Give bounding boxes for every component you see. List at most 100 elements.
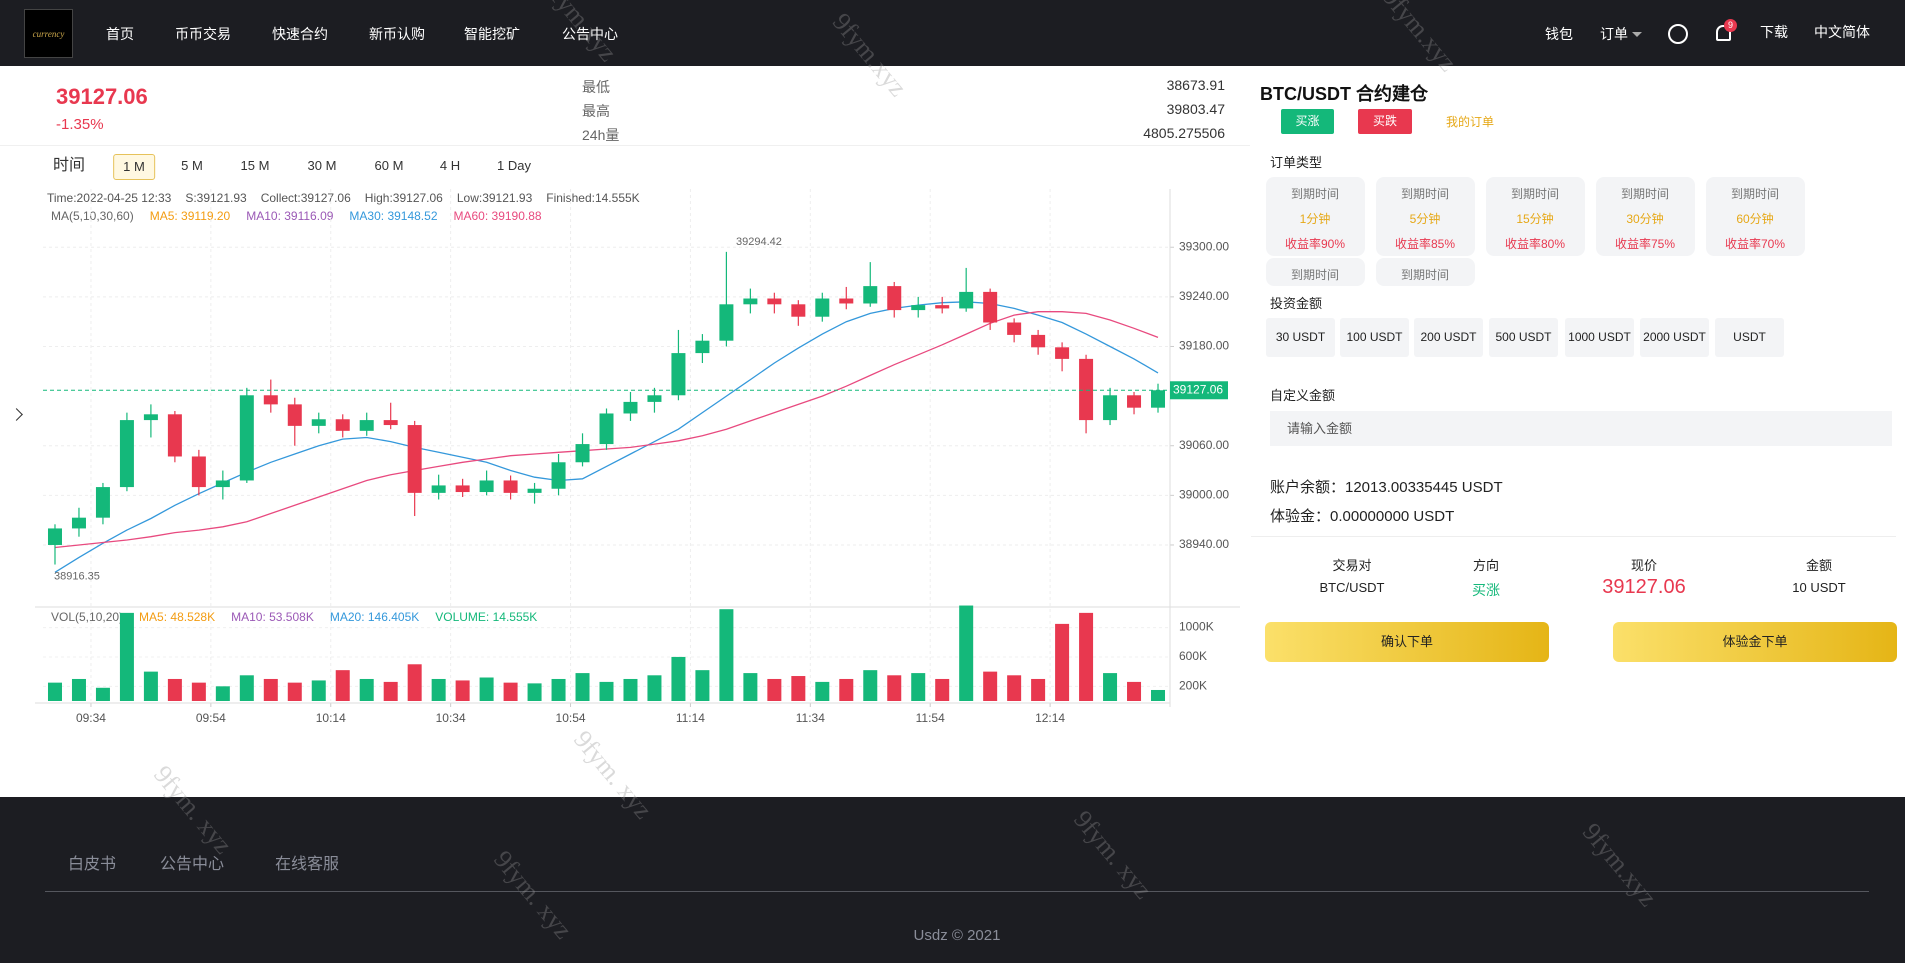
candle-body: [167, 414, 182, 457]
candle-body: [239, 395, 254, 481]
amount-button[interactable]: 30 USDT: [1266, 318, 1335, 357]
volume-bar: [47, 682, 62, 701]
amount-input[interactable]: 请输入金额: [1270, 411, 1892, 446]
last-price-label: 39127.06: [1173, 382, 1223, 396]
candle-body: [1079, 358, 1094, 421]
candle-body: [47, 528, 62, 545]
order-type-card[interactable]: [1706, 177, 1805, 256]
info-text: Finished:14.555K: [546, 191, 639, 205]
notification-badge: 9: [1724, 19, 1737, 32]
nav-item[interactable]: 公告中心: [562, 26, 618, 42]
order-type-card[interactable]: [1266, 258, 1365, 286]
order-type-card[interactable]: [1376, 258, 1475, 286]
volume-bar: [455, 680, 470, 701]
order-type-card[interactable]: [1596, 177, 1695, 256]
volume-legend: MA10: 53.508K: [231, 610, 314, 624]
section-label: 投资金额: [1270, 293, 1329, 312]
volume-bar: [1127, 681, 1142, 701]
info-text: High:39127.06: [365, 191, 443, 205]
ma-line: [54, 301, 1159, 573]
info-text: Low:39121.93: [457, 191, 533, 205]
volume-bar: [239, 675, 254, 701]
volume-legend: VOL(5,10,20): [51, 610, 123, 624]
stat-value: 39803.47: [1166, 101, 1225, 117]
volume-bar: [1031, 678, 1046, 701]
candle-body: [527, 488, 542, 493]
card-duration: 60分钟: [1736, 212, 1774, 226]
ma-legend: MA10: 39116.09: [246, 209, 334, 223]
amount-button[interactable]: 2000 USDT: [1640, 318, 1709, 357]
card-rate: 收益率85%: [1394, 237, 1456, 251]
volume-bar: [647, 675, 662, 701]
user-icon[interactable]: [1668, 24, 1688, 44]
candle-body: [599, 413, 614, 445]
y-tick-label: 39000.00: [1179, 488, 1229, 502]
nav-wallet[interactable]: 钱包: [1545, 26, 1573, 42]
amount-button[interactable]: 200 USDT: [1414, 318, 1483, 357]
volume-bar: [599, 681, 614, 701]
section-label: 订单类型: [1270, 155, 1323, 170]
footer-link[interactable]: 白皮书: [68, 856, 117, 873]
x-tick-label: 10:54: [556, 711, 586, 725]
volume-bar: [383, 681, 398, 701]
my-orders-link[interactable]: 我的订单: [1446, 115, 1495, 129]
interval-tab[interactable]: 1 M: [113, 154, 155, 180]
nav-item[interactable]: 币币交易: [175, 26, 231, 42]
nav-orders[interactable]: 订单: [1600, 26, 1628, 42]
candle-body: [479, 480, 494, 493]
footer-link[interactable]: 公告中心: [160, 856, 225, 873]
volume-bar: [167, 678, 182, 701]
volume-bar: [983, 671, 998, 701]
amount-button[interactable]: 100 USDT: [1340, 318, 1409, 357]
trade-title: BTC/USDT 合约建仓: [1260, 84, 1428, 104]
buy-down-button[interactable]: 买跌: [1358, 109, 1412, 134]
amount-button[interactable]: USDT: [1715, 318, 1784, 357]
amount-button[interactable]: 1000 USDT: [1565, 318, 1634, 357]
candle-body: [1127, 395, 1142, 408]
card-label: 到期时间: [1400, 187, 1450, 201]
bell-icon[interactable]: [1716, 25, 1731, 41]
footer-link[interactable]: 在线客服: [275, 856, 340, 873]
candle-body: [455, 485, 470, 493]
x-tick-label: 11:54: [916, 711, 945, 725]
interval-tab[interactable]: 15 M: [240, 158, 270, 173]
price: 39127.06: [56, 84, 148, 109]
footer-divider: [45, 891, 1869, 892]
x-tick-label: 09:54: [196, 711, 226, 725]
candle-body: [287, 404, 302, 426]
stat-value: 4805.275506: [1143, 125, 1225, 141]
candle-body: [359, 420, 374, 431]
nav-language[interactable]: 中文简体: [1814, 24, 1870, 40]
trial-order-button[interactable]: 体验金下单: [1613, 622, 1897, 662]
interval-tab[interactable]: 4 H: [439, 158, 461, 173]
nav-item[interactable]: 快速合约: [272, 26, 328, 42]
volume-bar: [287, 682, 302, 701]
candle-body: [671, 353, 686, 396]
order-type-card[interactable]: [1486, 177, 1585, 256]
nav-item[interactable]: 首页: [106, 26, 134, 42]
volume-bar: [215, 686, 230, 701]
interval-tab[interactable]: 5 M: [181, 158, 203, 173]
order-type-card[interactable]: [1266, 177, 1365, 256]
confirm-button[interactable]: 确认下单: [1265, 622, 1549, 662]
amount-button[interactable]: 500 USDT: [1489, 318, 1558, 357]
volume-bar: [1007, 675, 1022, 701]
footer: [0, 797, 1905, 963]
buy-up-button[interactable]: 买涨: [1281, 109, 1334, 134]
candle-body: [311, 419, 326, 426]
interval-tab[interactable]: 60 M: [374, 158, 404, 173]
candle-body: [1007, 322, 1022, 335]
card-duration: 15分钟: [1516, 212, 1554, 226]
volume-bar: [503, 682, 518, 701]
candle-body: [71, 517, 86, 529]
candle-body: [743, 298, 758, 305]
nav-item[interactable]: 新币认购: [369, 26, 425, 42]
logo[interactable]: currency: [24, 9, 73, 58]
nav-download[interactable]: 下载: [1760, 24, 1788, 40]
nav-item[interactable]: 智能挖矿: [464, 26, 520, 42]
candle-body: [719, 304, 734, 341]
order-type-card[interactable]: [1376, 177, 1475, 256]
interval-tab[interactable]: 30 M: [307, 158, 337, 173]
interval-tab[interactable]: 1 Day: [497, 158, 531, 173]
candle-body: [383, 420, 398, 426]
